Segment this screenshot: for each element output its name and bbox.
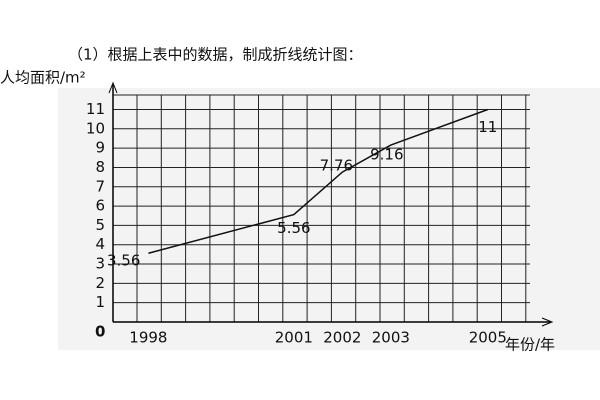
origin-label: 0: [95, 323, 105, 341]
y-tick-label: 8: [95, 158, 105, 176]
y-tick-label: 10: [86, 119, 105, 137]
data-label: 7.76: [320, 157, 353, 175]
x-tick-label: 2002: [323, 329, 361, 347]
x-tick-label: 2003: [372, 329, 410, 347]
chart-background: [58, 88, 600, 350]
y-tick-label: 4: [95, 235, 105, 253]
y-tick-label: 6: [95, 197, 105, 215]
x-axis-label: 年份/年: [505, 336, 555, 354]
y-tick-label: 5: [95, 216, 105, 234]
x-axis-arrow: [541, 317, 554, 327]
y-axis-arrow: [108, 81, 118, 94]
data-line: [148, 108, 489, 254]
x-tick-label: 1998: [129, 329, 167, 347]
data-label: 5.56: [277, 219, 310, 237]
y-tick-label: 3: [95, 255, 105, 273]
y-tick-label: 11: [86, 100, 105, 118]
data-label: 9.16: [370, 146, 403, 164]
data-label: 3.56: [107, 252, 140, 270]
x-tick-label: 2001: [275, 329, 313, 347]
y-tick-label: 1: [95, 293, 105, 311]
y-axis-label: 人均面积/m²: [0, 69, 86, 87]
y-tick-label: 2: [95, 274, 105, 292]
x-tick-label: 2005: [469, 329, 507, 347]
y-tick-label: 7: [95, 177, 105, 195]
y-tick-label: 9: [95, 139, 105, 157]
data-label: 11: [478, 118, 497, 136]
header: （1）根据上表中的数据，制成折线统计图：: [68, 46, 363, 64]
